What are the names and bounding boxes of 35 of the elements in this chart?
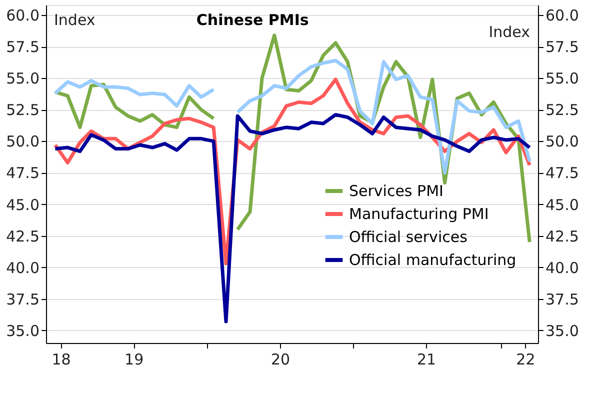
y2-tick-label: 35.0 bbox=[546, 322, 579, 340]
x-tick-label: 21 bbox=[416, 350, 436, 368]
y2-tick-label: 40.0 bbox=[546, 258, 579, 277]
legend-label: Official manufacturing bbox=[349, 251, 516, 269]
x-tick-label: 19 bbox=[124, 350, 144, 368]
x-tick-label: 20 bbox=[270, 350, 290, 368]
y-tick-label: 57.5 bbox=[6, 38, 40, 56]
y-tick-label: 35.0 bbox=[6, 322, 40, 340]
y-axis-title: Index bbox=[54, 11, 96, 29]
y-tick-label: 52.5 bbox=[6, 101, 40, 120]
chart-title: Chinese PMIs bbox=[196, 11, 309, 29]
legend-label: Official services bbox=[349, 228, 468, 246]
y-tick-label: 50.0 bbox=[6, 132, 40, 151]
legend-label: Services PMI bbox=[349, 182, 444, 200]
line-series bbox=[53, 112, 532, 324]
y2-tick-label: 47.5 bbox=[546, 164, 579, 182]
y2-tick-label: 52.5 bbox=[546, 101, 579, 120]
y-tick-label: 42.5 bbox=[6, 227, 40, 246]
y-tick-label: 40.0 bbox=[6, 258, 40, 277]
x-tick-label: 22 bbox=[516, 350, 536, 368]
y2-axis-title: Index bbox=[488, 23, 530, 41]
y2-tick-label: 50.0 bbox=[546, 132, 579, 151]
y-tick-label: 55.0 bbox=[6, 70, 40, 88]
y2-tick-label: 57.5 bbox=[546, 38, 579, 56]
y-tick-label: 45.0 bbox=[6, 196, 40, 214]
y-tick-label: 60.0 bbox=[6, 6, 40, 25]
x-tick-label: 18 bbox=[52, 350, 71, 368]
y2-tick-label: 55.0 bbox=[546, 70, 579, 88]
y-tick-label: 37.5 bbox=[6, 290, 40, 308]
y2-tick-label: 42.5 bbox=[546, 227, 579, 246]
y2-tick-label: 37.5 bbox=[546, 290, 579, 308]
y-tick-label: 47.5 bbox=[6, 164, 40, 182]
y2-tick-label: 60.0 bbox=[546, 6, 579, 25]
legend-label: Manufacturing PMI bbox=[349, 205, 489, 223]
y2-tick-label: 45.0 bbox=[546, 196, 579, 214]
